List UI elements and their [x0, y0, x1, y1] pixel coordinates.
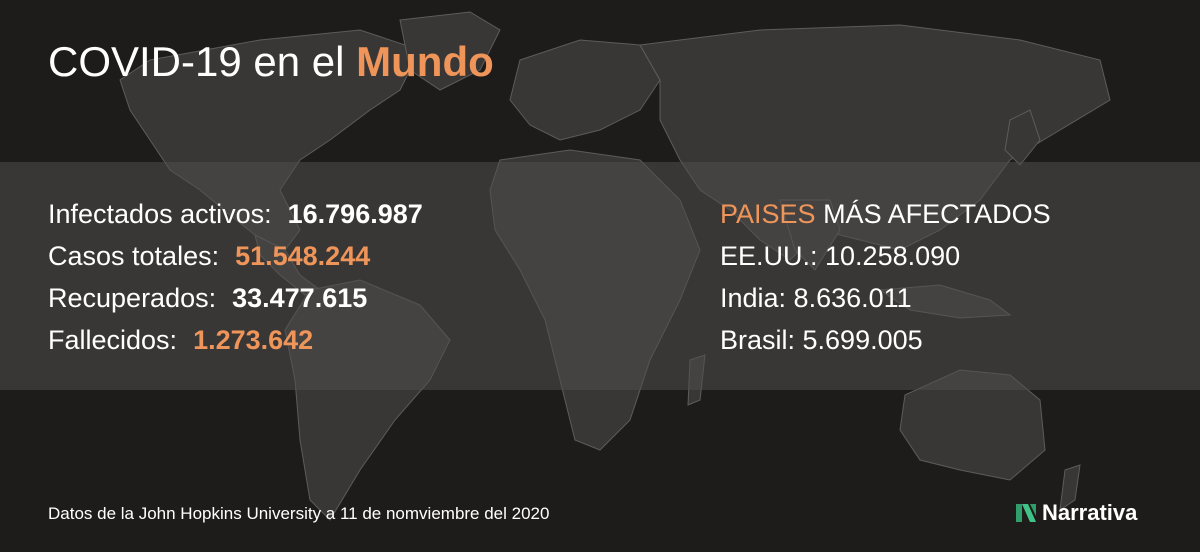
- brand-logo: Narrativa: [1014, 500, 1137, 526]
- stat-label: Infectados activos:: [48, 199, 272, 229]
- new-zealand-shape: [1059, 464, 1081, 512]
- stat-label: Recuperados:: [48, 283, 217, 313]
- country-item: Brasil: 5.699.005: [720, 325, 923, 355]
- stat-value: 1.273.642: [193, 325, 314, 355]
- greenland-shape: [399, 11, 501, 91]
- countries-heading: PAISES MÁS AFECTADOS: [720, 193, 1051, 235]
- title-highlight: Mundo: [356, 38, 494, 85]
- title-prefix: COVID-19 en el: [48, 38, 345, 85]
- countries-heading-highlight: PAISES: [720, 199, 816, 229]
- japan-shape: [1004, 109, 1041, 166]
- stat-deaths: Fallecidos: 1.273.642: [48, 319, 423, 361]
- stat-label: Casos totales:: [48, 241, 220, 271]
- source-footnote: Datos de la John Hopkins University a 11…: [48, 504, 550, 523]
- global-stats: Infectados activos: 16.796.987 Casos tota…: [48, 193, 423, 361]
- europe-shape: [509, 39, 661, 141]
- brand-name: Narrativa: [1042, 500, 1138, 525]
- stat-active-infected: Infectados activos: 16.796.987: [48, 193, 423, 235]
- stat-label: Fallecidos:: [48, 325, 178, 355]
- most-affected-countries: PAISES MÁS AFECTADOS EE.UU.: 10.258.090 …: [720, 193, 1051, 361]
- stat-total-cases: Casos totales: 51.548.244: [48, 235, 423, 277]
- stats-band: [0, 162, 1200, 390]
- page-title: COVID-19 en el Mundo: [48, 38, 494, 86]
- country-item: India: 8.636.011: [720, 283, 912, 313]
- stat-value: 33.477.615: [232, 283, 368, 313]
- stat-value: 16.796.987: [287, 199, 423, 229]
- countries-heading-rest: MÁS AFECTADOS: [823, 199, 1051, 229]
- stat-recovered: Recuperados: 33.477.615: [48, 277, 423, 319]
- stat-value: 51.548.244: [235, 241, 371, 271]
- country-item: EE.UU.: 10.258.090: [720, 241, 961, 271]
- narrativa-logo-icon: [1016, 504, 1036, 522]
